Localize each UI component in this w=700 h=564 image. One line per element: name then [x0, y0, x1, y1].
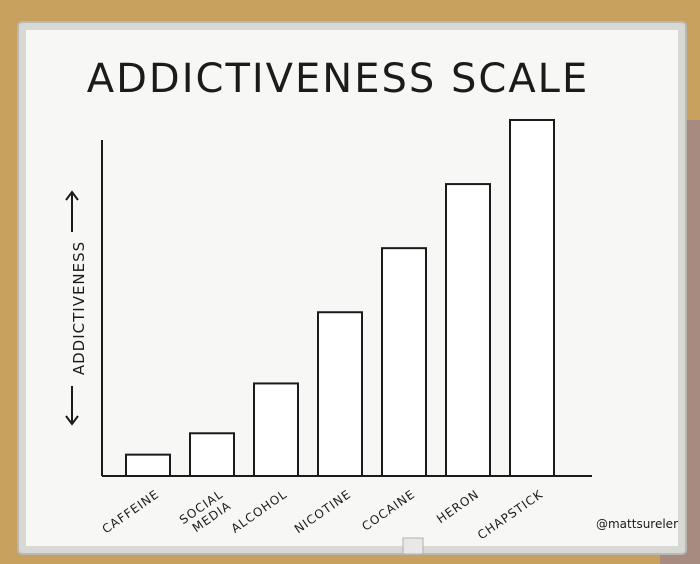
y-arrow-up-icon: [65, 190, 79, 232]
bar-alcohol: [253, 382, 299, 477]
bar-caffeine: [125, 453, 171, 478]
y-axis-label-group: ADDICTIVENESS: [70, 241, 88, 375]
y-arrow-down-icon: [65, 386, 79, 426]
signature: @mattsureler: [596, 517, 678, 531]
bar-heron: [445, 183, 491, 478]
y-axis-label: ADDICTIVENESS: [70, 241, 88, 375]
board-clip: [402, 537, 424, 555]
bar-cocaine: [381, 247, 427, 477]
bar-chapstick: [509, 119, 555, 477]
bar-social-media: [189, 432, 235, 477]
bars-group: [125, 119, 555, 478]
chart-title: ADDICTIVENESS SCALE: [87, 56, 590, 102]
bar-nicotine: [317, 311, 363, 477]
